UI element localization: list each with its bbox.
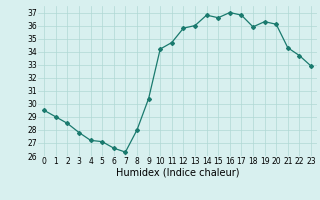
X-axis label: Humidex (Indice chaleur): Humidex (Indice chaleur) [116,168,239,178]
